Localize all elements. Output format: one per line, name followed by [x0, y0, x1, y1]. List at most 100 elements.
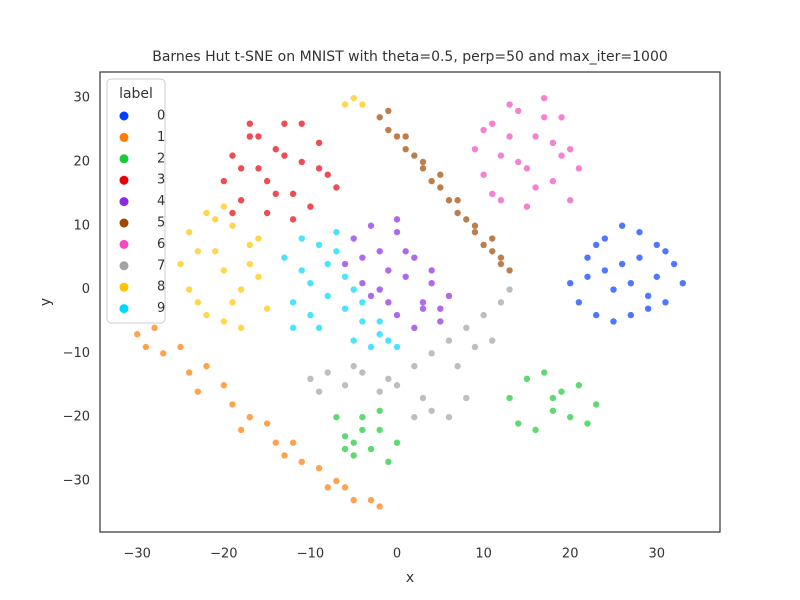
legend-label: 3 — [157, 173, 165, 188]
point — [584, 420, 591, 427]
legend-label: 9 — [157, 301, 165, 316]
point — [437, 184, 444, 191]
point — [558, 114, 565, 121]
y-tick-label: −30 — [63, 473, 90, 488]
point — [428, 407, 435, 414]
point — [402, 248, 409, 255]
point — [636, 254, 643, 261]
point — [592, 401, 600, 408]
point — [263, 420, 271, 427]
point — [246, 241, 254, 249]
point — [480, 241, 487, 249]
legend-label: 8 — [157, 280, 165, 295]
point — [584, 273, 591, 280]
point — [497, 299, 505, 306]
point — [367, 445, 375, 453]
point — [142, 343, 150, 351]
point — [445, 413, 453, 421]
point — [367, 496, 375, 504]
point — [532, 184, 539, 191]
point — [627, 311, 635, 319]
chart-title: Barnes Hut t-SNE on MNIST with theta=0.5… — [152, 49, 668, 65]
point — [333, 228, 340, 236]
point — [255, 235, 262, 242]
point — [575, 382, 583, 389]
point — [177, 260, 184, 268]
point — [298, 158, 305, 166]
point — [541, 94, 548, 102]
point — [324, 260, 331, 268]
point — [566, 197, 574, 204]
legend-marker — [119, 218, 129, 228]
point — [194, 388, 202, 395]
point — [220, 267, 228, 274]
point — [566, 413, 574, 421]
point — [341, 484, 349, 491]
point — [385, 126, 392, 134]
point — [341, 382, 349, 389]
point — [385, 299, 392, 306]
point — [506, 101, 513, 108]
point — [489, 235, 496, 242]
point — [644, 292, 652, 300]
point — [393, 382, 401, 389]
point — [350, 235, 357, 242]
point — [463, 216, 470, 223]
point — [289, 439, 297, 446]
point — [480, 311, 487, 319]
point — [679, 279, 686, 287]
point — [237, 324, 245, 332]
point — [454, 197, 461, 204]
y-tick-label: −20 — [63, 410, 90, 425]
point — [402, 133, 409, 140]
point — [220, 177, 228, 185]
point — [523, 375, 531, 383]
point — [333, 184, 340, 191]
point — [307, 203, 314, 210]
point — [385, 267, 392, 274]
point — [341, 101, 349, 108]
x-tick-label: −10 — [297, 547, 324, 562]
point — [359, 254, 366, 261]
point — [246, 413, 254, 421]
legend-marker — [119, 132, 129, 142]
point — [315, 165, 323, 172]
point — [480, 171, 487, 178]
y-tick-label: 0 — [82, 282, 90, 297]
point — [506, 267, 513, 274]
point — [662, 248, 669, 255]
point — [324, 484, 331, 491]
point — [367, 292, 375, 300]
point — [471, 222, 479, 229]
x-tick-label: 30 — [649, 547, 666, 562]
point — [610, 286, 617, 293]
point — [471, 228, 479, 236]
point — [229, 222, 236, 229]
point — [566, 279, 574, 287]
point — [463, 394, 470, 402]
point — [298, 235, 305, 242]
point — [203, 311, 210, 319]
point — [341, 305, 349, 312]
point — [315, 464, 323, 472]
point — [627, 279, 635, 287]
point — [177, 343, 184, 351]
point — [428, 279, 435, 287]
point — [315, 139, 323, 147]
legend-label: 7 — [157, 258, 165, 273]
x-tick-label: −20 — [210, 547, 237, 562]
point — [463, 324, 470, 332]
point — [411, 413, 418, 421]
point — [428, 350, 435, 357]
point — [289, 190, 297, 198]
point — [558, 152, 565, 159]
point — [532, 426, 539, 434]
point — [549, 139, 557, 147]
legend-marker — [119, 282, 129, 292]
point — [376, 426, 383, 434]
point — [393, 133, 401, 140]
y-tick-label: 20 — [73, 154, 90, 169]
point — [359, 279, 366, 287]
point — [333, 248, 340, 255]
x-tick-label: 10 — [475, 547, 492, 562]
